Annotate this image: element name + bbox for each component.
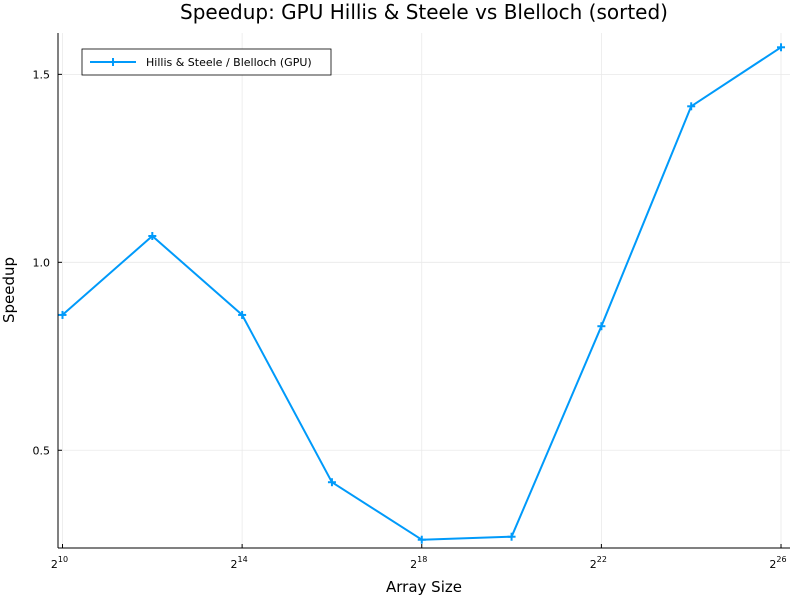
chart-title: Speedup: GPU Hillis & Steele vs Blelloch…	[180, 0, 668, 24]
x-axis-label: Array Size	[386, 578, 462, 596]
data-point-marker	[238, 310, 247, 319]
y-tick-label: 1.0	[33, 256, 51, 269]
data-series	[58, 43, 786, 544]
x-tick-label: 218	[410, 555, 427, 571]
data-point-marker	[58, 310, 67, 319]
x-tick-label: 226	[769, 555, 786, 571]
data-point-marker	[687, 102, 696, 111]
axes	[57, 33, 790, 549]
data-point-marker	[148, 231, 157, 240]
data-point-marker	[777, 43, 786, 52]
x-tick-label: 214	[231, 555, 248, 571]
data-point-marker	[597, 322, 606, 331]
legend-label: Hillis & Steele / Blelloch (GPU)	[146, 56, 312, 69]
y-tick-label: 1.5	[33, 68, 51, 81]
legend: Hillis & Steele / Blelloch (GPU)	[81, 48, 332, 76]
data-point-marker	[327, 478, 336, 487]
y-axis-label: Speedup	[0, 257, 18, 323]
data-point-marker	[417, 535, 426, 544]
x-tick-label: 210	[51, 555, 68, 571]
data-point-marker	[507, 532, 516, 541]
x-tick-label: 222	[590, 555, 607, 571]
grid-lines	[58, 33, 790, 548]
tick-labels: 210 214 218 222 226 0.5 1.0 1.5	[33, 68, 787, 571]
y-tick-label: 0.5	[33, 444, 51, 457]
legend-marker	[109, 58, 117, 66]
